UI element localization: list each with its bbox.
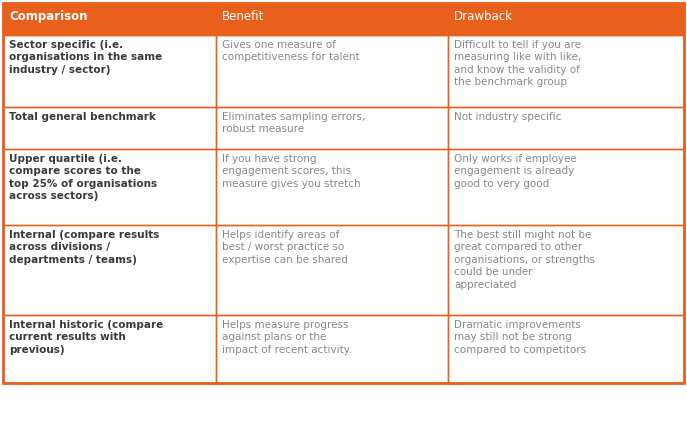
Text: Drawback: Drawback [454, 10, 513, 23]
Bar [3, 35, 216, 107]
Bar [448, 35, 684, 107]
Bar [216, 3, 448, 35]
Bar [448, 107, 684, 149]
Bar [448, 225, 684, 315]
Bar [216, 107, 448, 149]
Bar [216, 149, 448, 225]
Text: If you have strong
engagement scores, this
measure gives you stretch: If you have strong engagement scores, th… [222, 154, 361, 189]
Bar [216, 3, 448, 35]
Bar [3, 149, 216, 225]
Bar [448, 149, 684, 225]
Bar [448, 3, 684, 35]
Text: Total general benchmark: Total general benchmark [9, 112, 156, 122]
Bar [3, 3, 216, 35]
Bar [3, 149, 216, 225]
Bar [216, 225, 448, 315]
Text: The best still might not be
great compared to other
organisations, or strengths
: The best still might not be great compar… [454, 230, 595, 290]
Text: Upper quartile (i.e.
compare scores to the
top 25% of organisations
across secto: Upper quartile (i.e. compare scores to t… [9, 154, 157, 201]
Bar [3, 225, 216, 315]
Text: Gives one measure of
competitiveness for talent: Gives one measure of competitiveness for… [222, 40, 359, 62]
Bar [448, 107, 684, 149]
Bar [216, 35, 448, 107]
Text: Not industry specific: Not industry specific [454, 112, 561, 122]
Bar [448, 149, 684, 225]
Bar [216, 107, 448, 149]
Bar [448, 3, 684, 35]
Bar [3, 3, 216, 35]
Bar [3, 3, 684, 383]
Bar [216, 315, 448, 383]
Text: Internal historic (compare
current results with
previous): Internal historic (compare current resul… [9, 320, 164, 355]
Text: Benefit: Benefit [222, 10, 264, 23]
Text: Difficult to tell if you are
measuring like with like,
and know the validity of
: Difficult to tell if you are measuring l… [454, 40, 581, 87]
Bar [448, 315, 684, 383]
Bar [448, 35, 684, 107]
Text: Eliminates sampling errors,
robust measure: Eliminates sampling errors, robust measu… [222, 112, 365, 134]
Text: Internal (compare results
across divisions /
departments / teams): Internal (compare results across divisio… [9, 230, 159, 265]
Text: Dramatic improvements
may still not be strong
compared to competitors: Dramatic improvements may still not be s… [454, 320, 586, 355]
Bar [3, 35, 216, 107]
Bar [448, 225, 684, 315]
Bar [3, 107, 216, 149]
Bar [3, 225, 216, 315]
Bar [216, 225, 448, 315]
Bar [216, 149, 448, 225]
Bar [3, 315, 216, 383]
Bar [3, 107, 216, 149]
Text: Only works if employee
engagement is already
good to very good: Only works if employee engagement is alr… [454, 154, 577, 189]
Bar [448, 315, 684, 383]
Bar [3, 315, 216, 383]
Text: Helps identify areas of
best / worst practice so
expertise can be shared: Helps identify areas of best / worst pra… [222, 230, 348, 265]
Bar [216, 315, 448, 383]
Text: Comparison: Comparison [9, 10, 87, 23]
Text: Helps measure progress
against plans or the
impact of recent activity.: Helps measure progress against plans or … [222, 320, 352, 355]
Text: Sector specific (i.e.
organisations in the same
industry / sector): Sector specific (i.e. organisations in t… [9, 40, 162, 75]
Bar [216, 35, 448, 107]
